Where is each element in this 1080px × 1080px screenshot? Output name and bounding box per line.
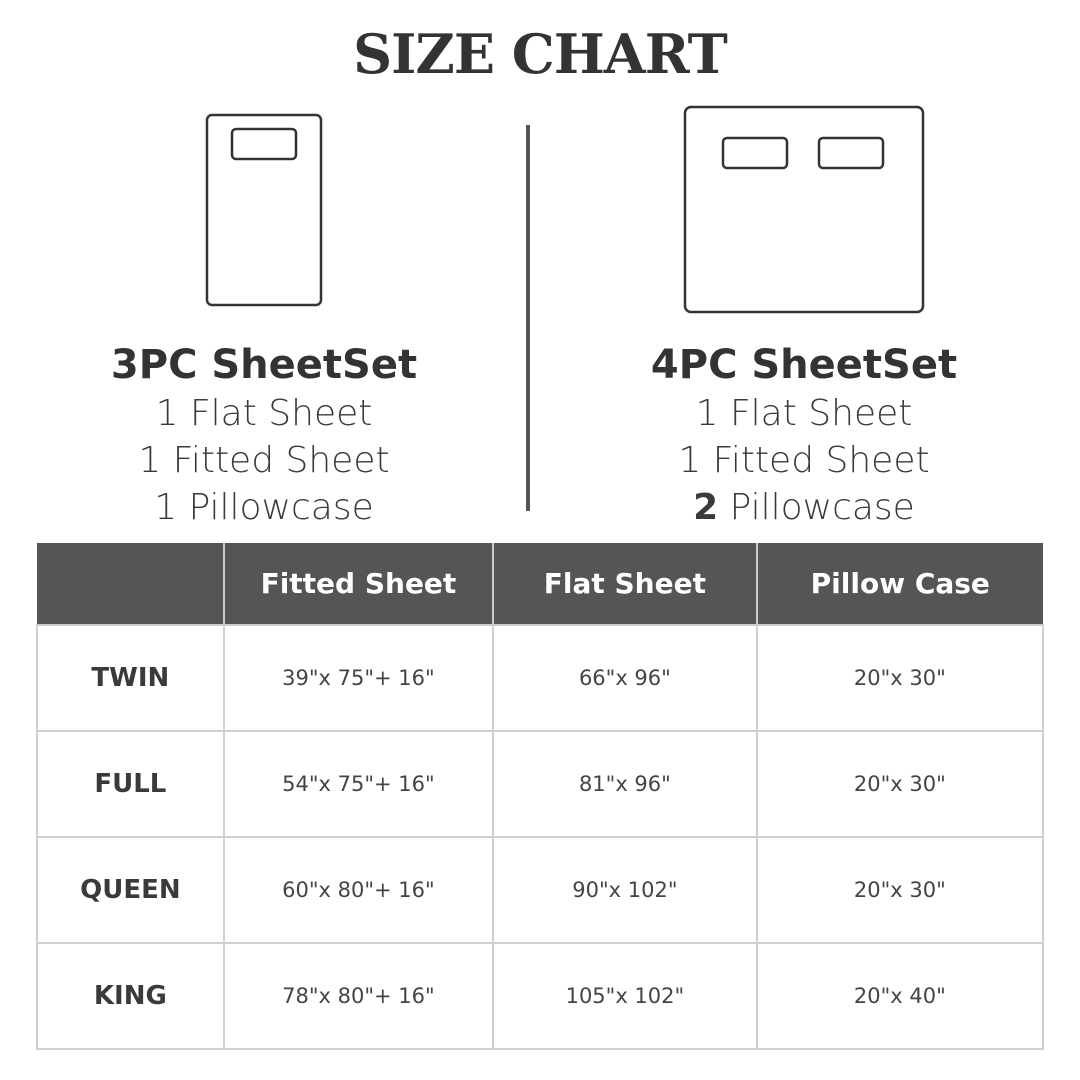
dimension-cell: 39"x 75"+ 16" xyxy=(222,624,495,732)
size-table: Fitted Sheet Flat Sheet Pillow Case TWIN… xyxy=(36,543,1045,1050)
size-label: TWIN xyxy=(36,624,225,732)
column-header: Fitted Sheet xyxy=(222,543,495,626)
size-label: QUEEN xyxy=(36,836,225,944)
dimension-cell: 20"x 30" xyxy=(755,730,1045,838)
set-4pc: 4PC SheetSet 1 Flat Sheet 1 Fitted Sheet… xyxy=(574,340,1034,531)
table-row: QUEEN 60"x 80"+ 16" 90"x 102" 20"x 30" xyxy=(36,836,1045,944)
set-name: 3PC SheetSet xyxy=(110,342,418,388)
pillow-count: 2 xyxy=(693,487,719,528)
dimension-cell: 20"x 40" xyxy=(755,942,1045,1050)
dimension-cell: 78"x 80"+ 16" xyxy=(222,942,495,1050)
size-label: KING xyxy=(36,942,225,1050)
divider xyxy=(526,125,530,511)
pillow-count: 1 xyxy=(154,487,178,528)
pillow-label: Pillowcase xyxy=(729,487,915,528)
dimension-cell: 105"x 102" xyxy=(492,942,758,1050)
table-row: FULL 54"x 75"+ 16" 81"x 96" 20"x 30" xyxy=(36,730,1045,838)
set-item: 2 Pillowcase xyxy=(574,484,1034,531)
set-name: 4PC SheetSet xyxy=(650,342,958,388)
column-header: Flat Sheet xyxy=(492,543,758,626)
set-item: 1 Fitted Sheet xyxy=(678,440,930,481)
set-item: 1 Flat Sheet xyxy=(155,393,373,434)
set-item: 1 Fitted Sheet xyxy=(138,440,390,481)
page-title: SIZE CHART xyxy=(353,22,728,86)
set-item: 1 Pillowcase xyxy=(34,484,494,531)
table-header-row: Fitted Sheet Flat Sheet Pillow Case xyxy=(37,543,1043,626)
pillow-label: Pillowcase xyxy=(188,487,374,528)
dimension-cell: 90"x 102" xyxy=(492,836,758,944)
dimension-cell: 20"x 30" xyxy=(755,624,1045,732)
dimension-cell: 60"x 80"+ 16" xyxy=(222,836,495,944)
dimension-cell: 20"x 30" xyxy=(755,836,1045,944)
single-bed-icon xyxy=(205,113,323,307)
set-item: 1 Flat Sheet xyxy=(695,393,913,434)
dimension-cell: 81"x 96" xyxy=(492,730,758,838)
set-3pc: 3PC SheetSet 1 Flat Sheet 1 Fitted Sheet… xyxy=(34,340,494,531)
double-bed-icon xyxy=(683,105,925,314)
size-label: FULL xyxy=(36,730,225,838)
dimension-cell: 54"x 75"+ 16" xyxy=(222,730,495,838)
dimension-cell: 66"x 96" xyxy=(492,624,758,732)
column-header: Pillow Case xyxy=(755,543,1043,626)
column-header xyxy=(37,543,225,626)
table-row: KING 78"x 80"+ 16" 105"x 102" 20"x 40" xyxy=(36,942,1045,1050)
table-row: TWIN 39"x 75"+ 16" 66"x 96" 20"x 30" xyxy=(36,624,1045,732)
